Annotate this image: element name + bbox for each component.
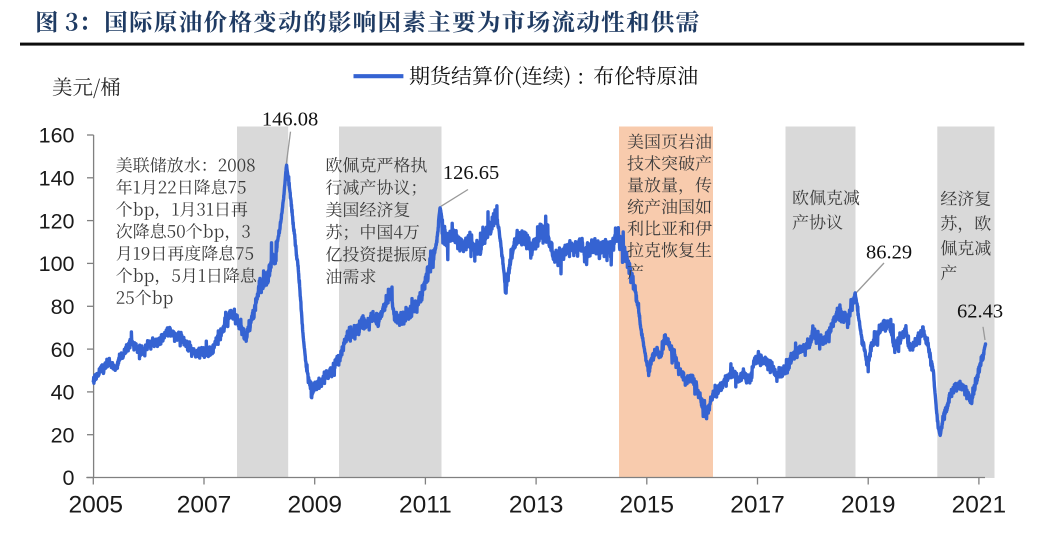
svg-text:100: 100 xyxy=(39,252,75,276)
svg-text:40: 40 xyxy=(51,381,75,405)
svg-text:2017: 2017 xyxy=(730,491,785,518)
svg-text:0: 0 xyxy=(63,466,75,490)
svg-text:2005: 2005 xyxy=(69,491,124,518)
svg-text:20: 20 xyxy=(51,423,75,447)
svg-text:2011: 2011 xyxy=(399,491,452,518)
svg-text:86.29: 86.29 xyxy=(866,242,912,264)
svg-text:2019: 2019 xyxy=(841,491,896,518)
svg-text:80: 80 xyxy=(51,295,75,319)
svg-text:60: 60 xyxy=(51,338,75,362)
svg-text:2007: 2007 xyxy=(177,491,232,518)
svg-text:2013: 2013 xyxy=(509,491,564,518)
svg-text:2015: 2015 xyxy=(620,491,675,518)
svg-text:62.43: 62.43 xyxy=(957,301,1003,323)
svg-text:120: 120 xyxy=(39,209,75,233)
svg-text:160: 160 xyxy=(39,124,75,148)
svg-text:2009: 2009 xyxy=(287,491,342,518)
svg-text:140: 140 xyxy=(39,167,75,191)
svg-text:126.65: 126.65 xyxy=(443,162,499,184)
svg-text:146.08: 146.08 xyxy=(262,109,318,131)
svg-text:2021: 2021 xyxy=(952,491,1007,518)
